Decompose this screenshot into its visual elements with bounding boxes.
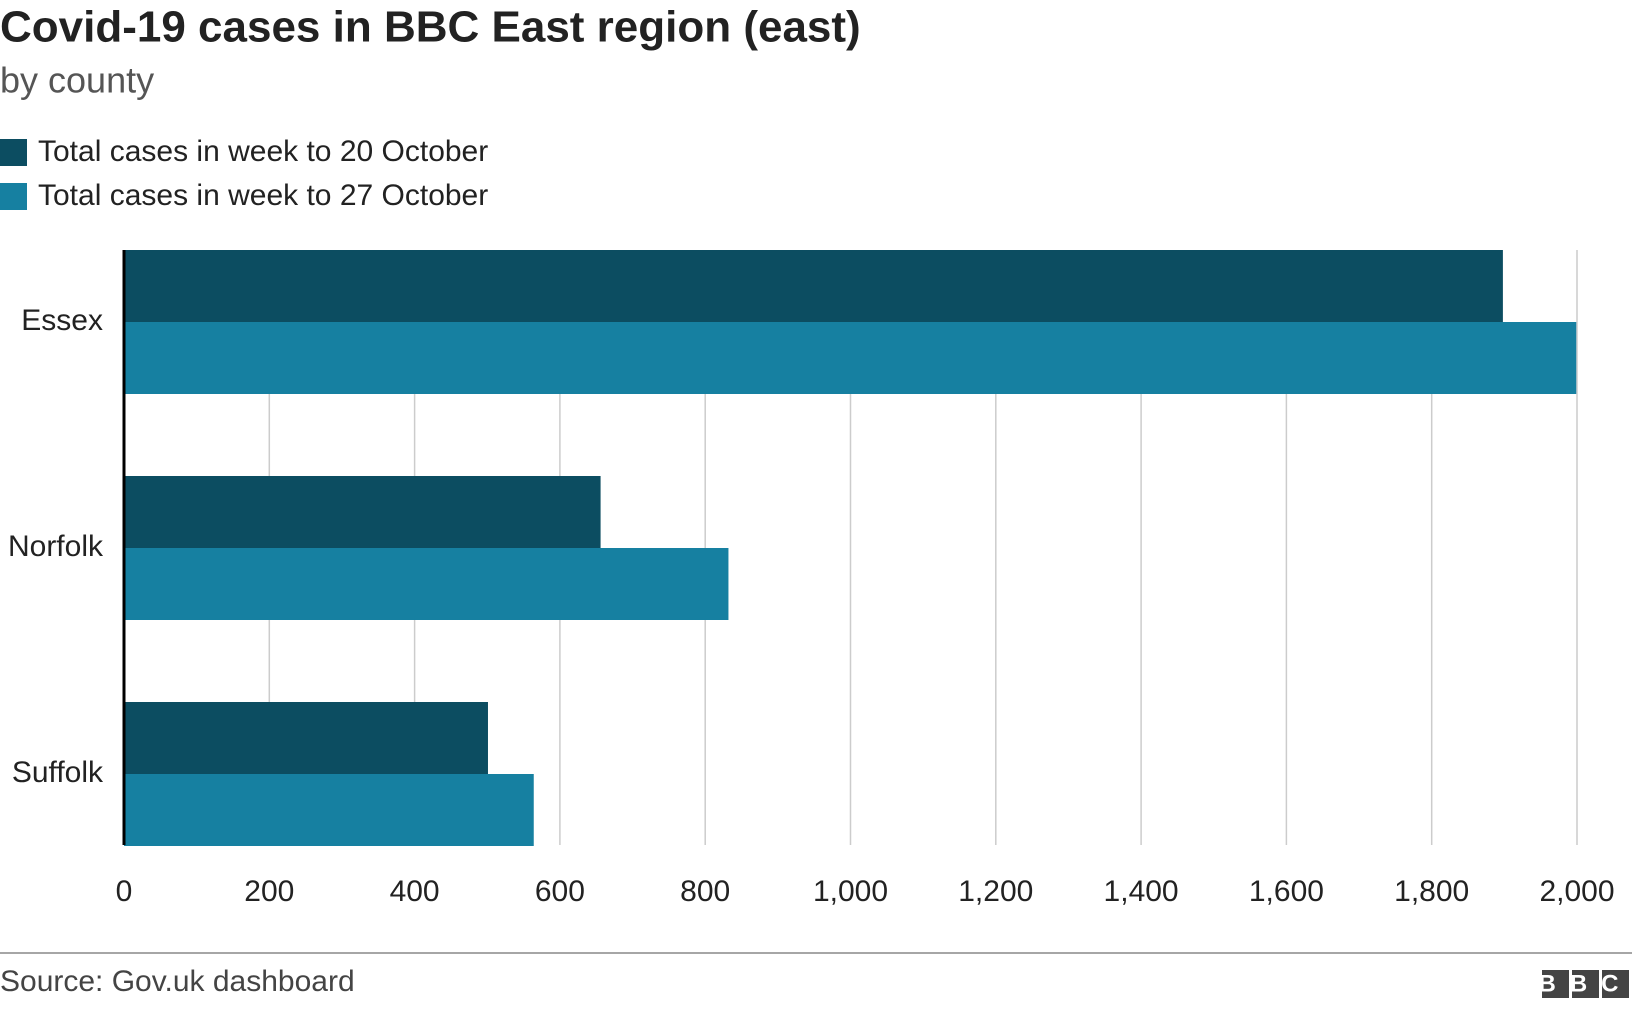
source: Source: Gov.uk dashboard xyxy=(0,965,355,998)
y-tick-label: Norfolk xyxy=(8,530,104,563)
x-tick-label: 2,000 xyxy=(1539,875,1614,908)
bar xyxy=(124,322,1577,394)
logo-text: BBC xyxy=(1539,970,1632,997)
chart-title: Covid-19 cases in BBC East region (east) xyxy=(0,3,861,52)
x-tick-label: 0 xyxy=(116,875,133,908)
legend-label: Total cases in week to 27 October xyxy=(38,179,488,212)
legend-label: Total cases in week to 20 October xyxy=(38,135,488,168)
bar xyxy=(124,702,488,774)
x-tick-label: 600 xyxy=(535,875,585,908)
bar xyxy=(124,476,601,548)
x-tick-label: 400 xyxy=(390,875,440,908)
x-tick-label: 200 xyxy=(244,875,294,908)
bar xyxy=(124,548,729,620)
y-tick-label: Essex xyxy=(21,304,103,337)
x-tick-label: 1,400 xyxy=(1104,875,1179,908)
x-tick-label: 1,800 xyxy=(1394,875,1469,908)
legend-swatch xyxy=(0,139,27,166)
bar xyxy=(124,250,1503,322)
x-tick-label: 800 xyxy=(680,875,730,908)
x-tick-label: 1,600 xyxy=(1249,875,1324,908)
logo: BBC xyxy=(1539,970,1632,998)
bar xyxy=(124,774,534,846)
x-tick-label: 1,200 xyxy=(958,875,1033,908)
legend-swatch xyxy=(0,183,27,210)
y-tick-label: Suffolk xyxy=(12,756,104,789)
chart-subtitle: by county xyxy=(0,60,154,101)
x-tick-label: 1,000 xyxy=(813,875,888,908)
